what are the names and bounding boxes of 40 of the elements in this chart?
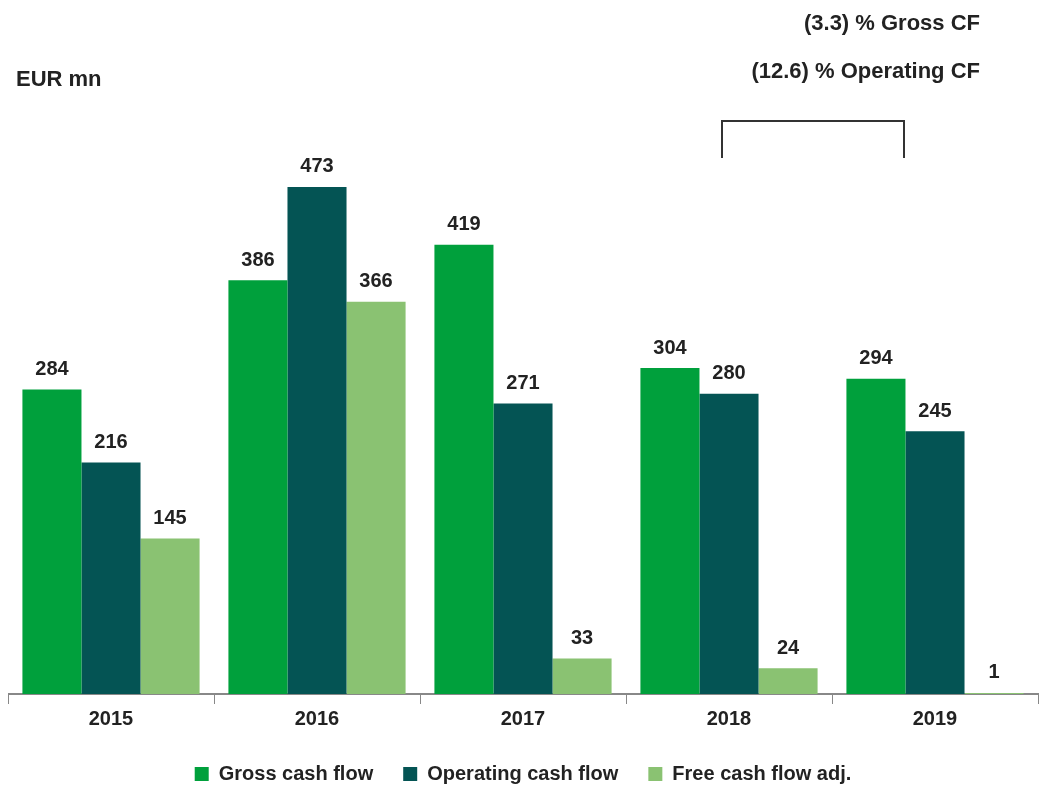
bar <box>434 244 494 694</box>
bar <box>287 186 347 694</box>
data-label: 419 <box>447 212 481 235</box>
text: (12.6) % Operating CF <box>751 58 980 84</box>
data-label: 1 <box>988 660 1000 683</box>
x-tick-label: 2019 <box>912 706 958 729</box>
bar <box>905 431 965 694</box>
data-label: 386 <box>241 247 275 270</box>
legend-label: Gross cash flow <box>218 761 374 784</box>
bar <box>346 301 406 694</box>
data-label: 245 <box>918 398 952 421</box>
legend-label: Free cash flow adj. <box>672 761 852 784</box>
bar <box>699 393 759 694</box>
x-tick-label: 2017 <box>500 706 546 729</box>
bar <box>140 538 200 694</box>
bar <box>758 668 818 694</box>
bar <box>493 403 553 694</box>
bar <box>846 378 906 694</box>
bar <box>22 389 82 694</box>
x-tick-label: 2015 <box>88 706 134 729</box>
text: (3.3) % Gross CF <box>803 10 980 36</box>
data-label: 473 <box>300 154 334 177</box>
bar <box>640 368 700 694</box>
x-tick-label: 2016 <box>294 706 340 729</box>
x-tick-label: 2018 <box>706 706 752 729</box>
bar <box>552 658 612 694</box>
y-axis-title: EUR mn <box>16 66 102 92</box>
data-label: 280 <box>712 361 746 384</box>
data-label: 294 <box>859 346 894 369</box>
data-label: 216 <box>94 429 128 452</box>
data-label: 271 <box>506 371 540 393</box>
data-label: 33 <box>570 626 594 649</box>
data-label: 366 <box>359 269 393 292</box>
data-label: 284 <box>35 357 70 380</box>
bar <box>228 280 288 694</box>
bar <box>81 462 141 694</box>
data-label: 145 <box>153 506 187 529</box>
data-label: 304 <box>653 335 688 358</box>
data-label: 24 <box>776 635 801 658</box>
legend-label: Operating cash flow <box>427 761 619 784</box>
